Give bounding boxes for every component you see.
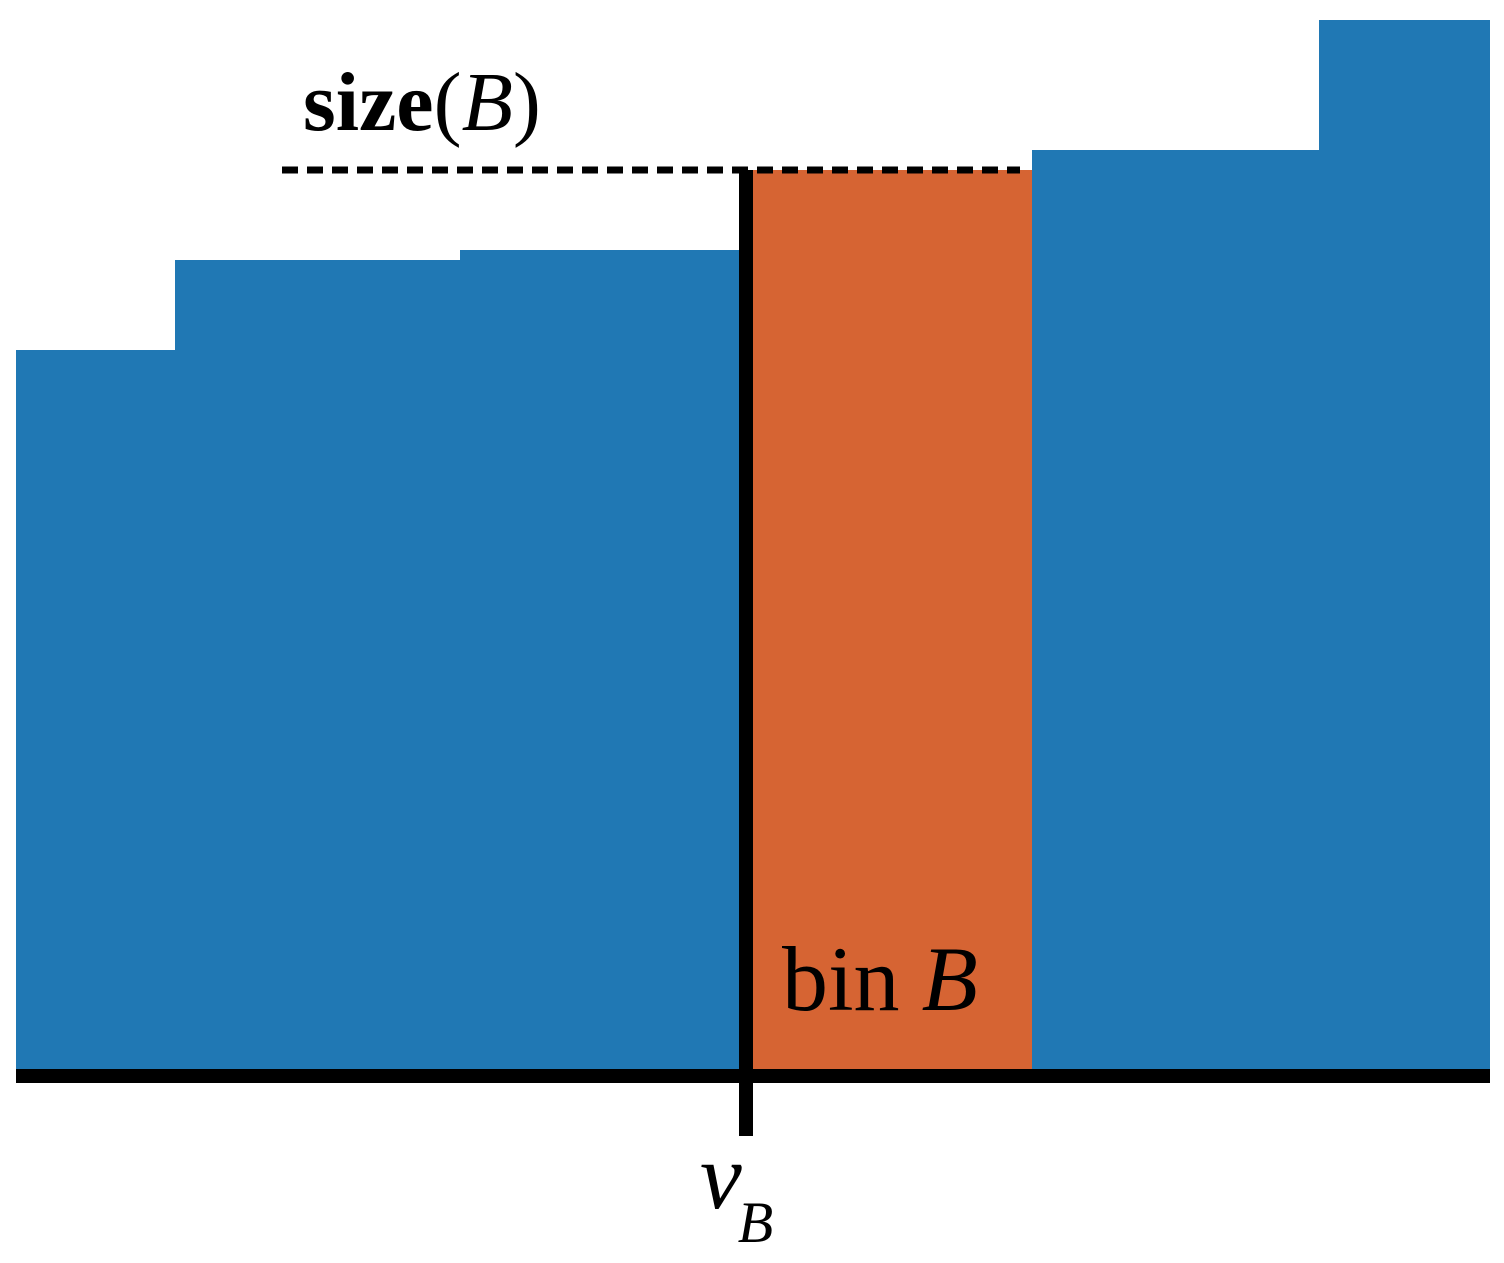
bin-label-variable: B [922,928,978,1030]
bins-group [16,20,1490,1070]
bin-bar-1 [16,350,175,1070]
boundary-tick-subscript: B [738,1190,773,1255]
boundary-tick-label: vB [700,1125,773,1255]
size-label-variable: B [462,56,513,149]
bin-bar-6 [1319,20,1490,1070]
bin-label: bin B [782,928,978,1030]
bin-bar-5 [1032,150,1319,1070]
boundary-tick-main: v [700,1125,742,1229]
bin-label-word: bin [782,928,900,1030]
size-label: size(B) [303,56,541,149]
size-label-close-paren: ) [513,56,541,149]
size-label-open-paren: ( [434,56,462,149]
size-label-function: size [303,56,434,149]
highlighted-bin-bar [746,170,1032,1070]
bin-bar-3 [460,250,746,1070]
bin-bar-2 [175,260,460,1070]
